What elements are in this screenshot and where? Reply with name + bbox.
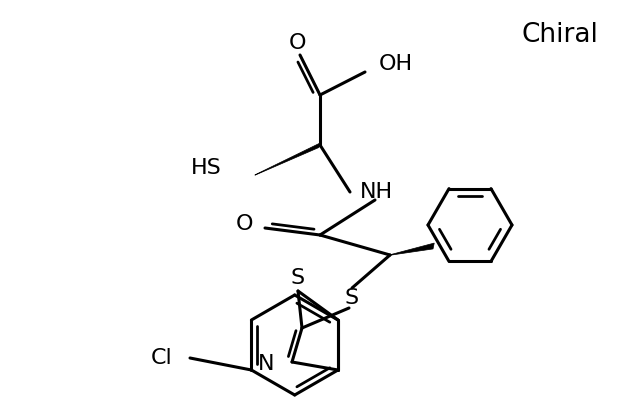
Text: O: O xyxy=(289,33,307,53)
Text: NH: NH xyxy=(360,182,393,202)
Text: Chiral: Chiral xyxy=(522,22,598,48)
Text: O: O xyxy=(236,214,253,234)
Text: OH: OH xyxy=(379,54,413,74)
Text: HS: HS xyxy=(191,158,222,178)
Text: N: N xyxy=(257,354,274,374)
Text: S: S xyxy=(345,288,359,308)
Text: S: S xyxy=(291,268,305,288)
Polygon shape xyxy=(255,143,321,175)
Text: Cl: Cl xyxy=(150,348,172,368)
Polygon shape xyxy=(390,243,434,255)
